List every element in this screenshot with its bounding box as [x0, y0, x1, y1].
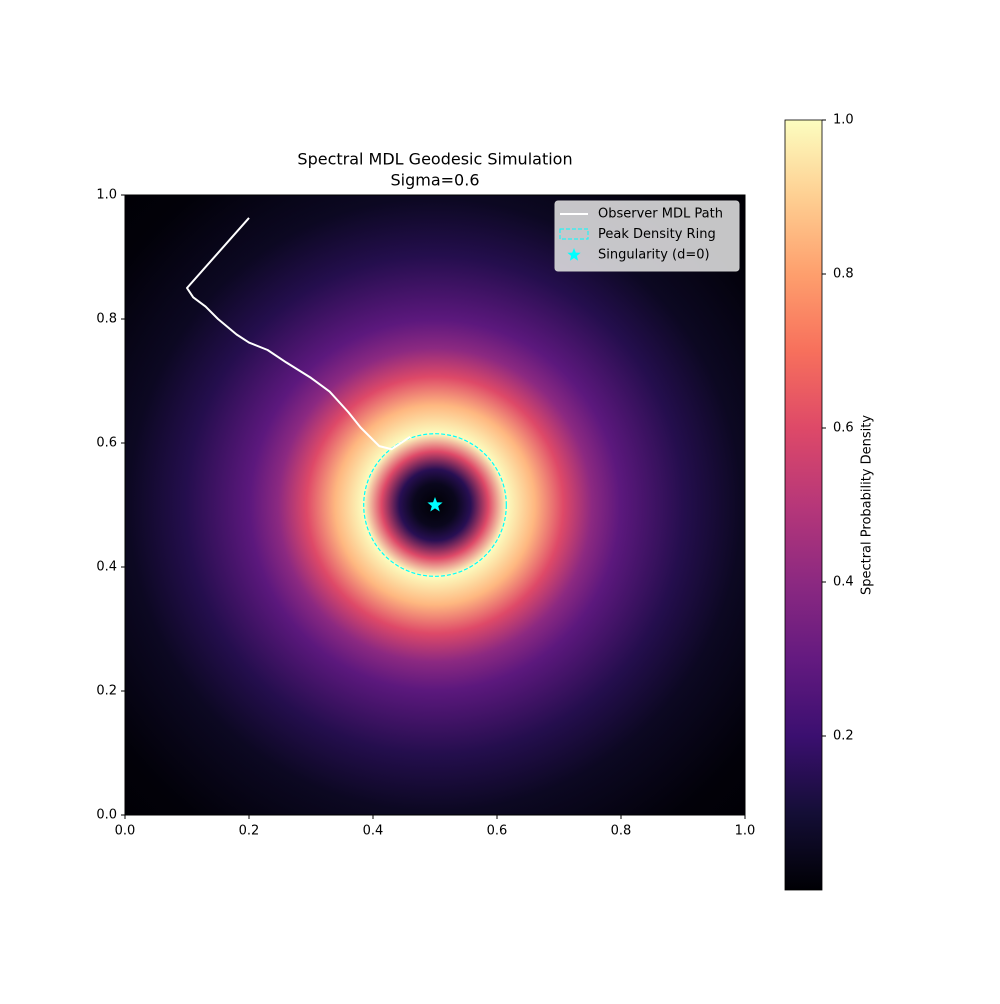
colorbar-label: Spectral Probability Density: [860, 415, 875, 595]
colorbar-tick-label: 0.8: [833, 267, 854, 282]
y-tick-label: 0.4: [96, 560, 117, 575]
legend-label: Observer MDL Path: [598, 207, 723, 222]
x-tick-label: 0.4: [363, 824, 384, 839]
chart-title: Spectral MDL Geodesic Simulation: [297, 150, 572, 169]
x-tick-label: 0.2: [239, 824, 260, 839]
legend-swatch: [559, 228, 589, 240]
colorbar-tick-label: 1.0: [833, 113, 854, 128]
legend-box: [554, 200, 740, 272]
legend-label: Singularity (d=0): [598, 248, 710, 263]
peak-ring: [363, 433, 507, 577]
colorbar-tick-label: 0.6: [833, 421, 854, 436]
observer-path: [186, 217, 411, 451]
x-tick-label: 0.6: [487, 824, 508, 839]
y-tick-label: 0.6: [96, 436, 117, 451]
colorbar-tick-label: 0.2: [833, 729, 854, 744]
y-tick-label: 0.2: [96, 684, 117, 699]
colorbar: [784, 119, 823, 891]
singularity-marker: [427, 497, 443, 512]
chart-subtitle: Sigma=0.6: [391, 171, 480, 190]
x-tick-label: 0.0: [115, 824, 136, 839]
plot-area: [186, 217, 507, 577]
legend-label: Peak Density Ring: [598, 227, 716, 242]
axes-frame: [124, 194, 746, 816]
legend-swatch: [567, 248, 581, 261]
x-tick-label: 0.8: [611, 824, 632, 839]
y-tick-label: 0.8: [96, 312, 117, 327]
colorbar-tick-label: 0.4: [833, 575, 854, 590]
x-tick-label: 1.0: [735, 824, 756, 839]
y-tick-label: 1.0: [96, 188, 117, 203]
y-tick-label: 0.0: [96, 808, 117, 823]
